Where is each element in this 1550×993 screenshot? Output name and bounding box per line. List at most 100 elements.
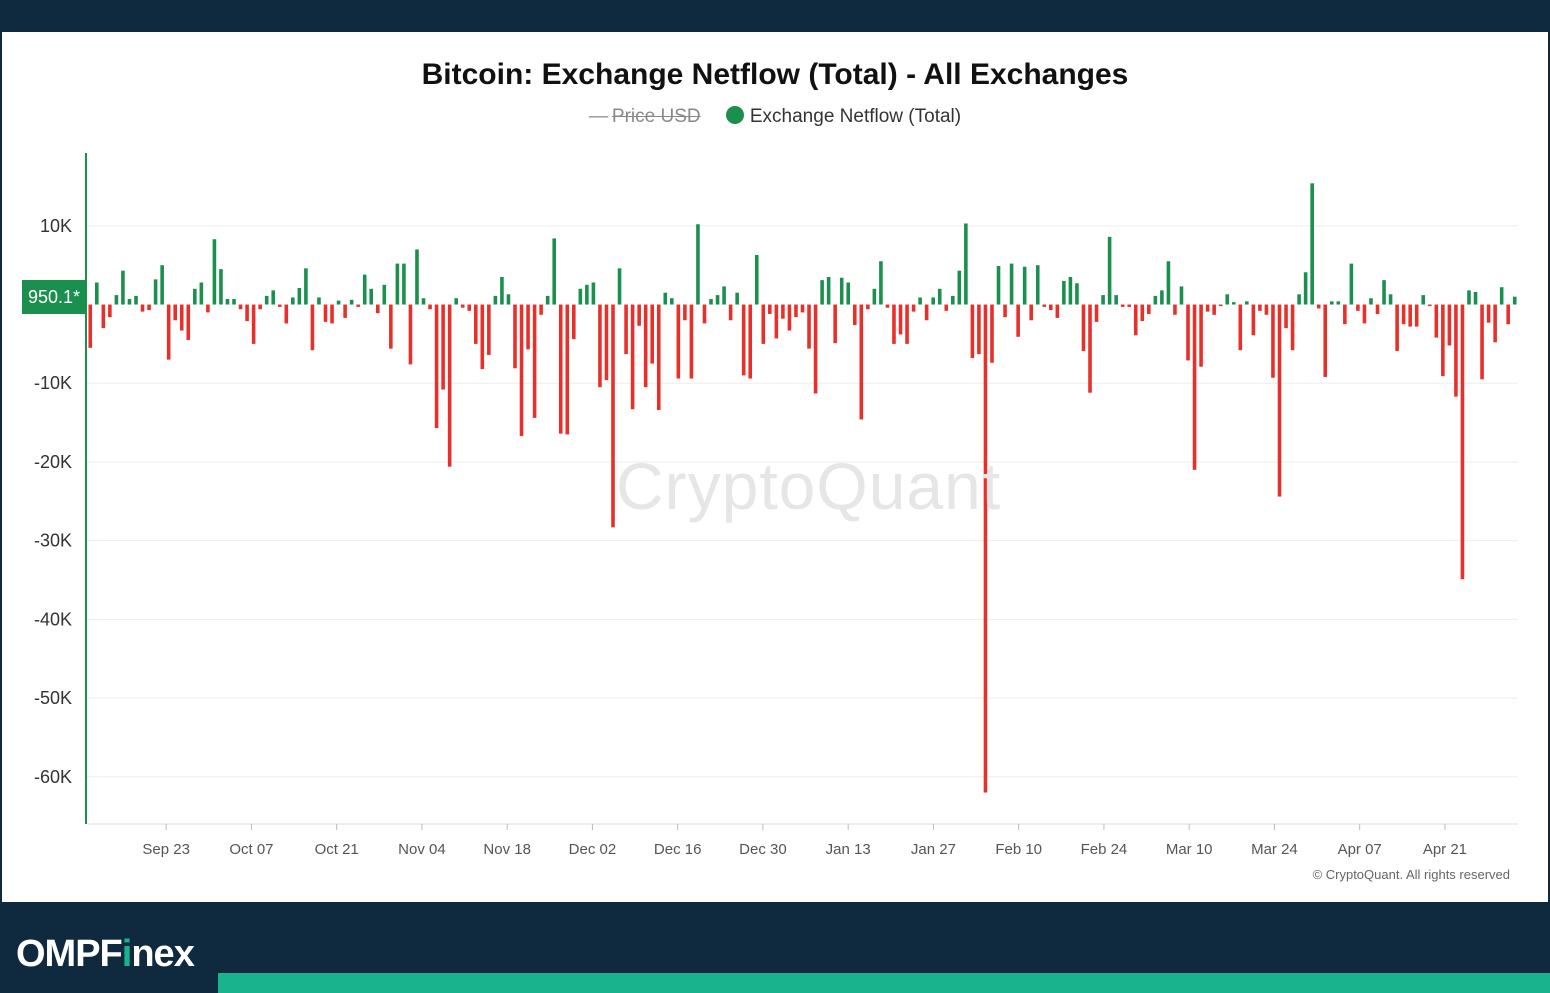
- bar-positive: [395, 263, 400, 305]
- bar-positive: [591, 282, 596, 305]
- bar-positive: [950, 295, 955, 305]
- bar-negative: [1356, 304, 1360, 311]
- bar-negative: [460, 304, 465, 308]
- legend-item-netflow[interactable]: Exchange Netflow (Total): [725, 106, 961, 128]
- bar-negative: [676, 304, 681, 379]
- bar-negative: [1251, 304, 1256, 336]
- bar-negative: [1264, 304, 1269, 315]
- bar-positive: [937, 288, 942, 305]
- bar-negative: [924, 304, 929, 321]
- bar-negative: [656, 304, 661, 411]
- bar-negative: [389, 304, 393, 349]
- bar-positive: [1297, 294, 1301, 305]
- bar-positive: [1467, 290, 1471, 305]
- bar-negative: [813, 304, 818, 394]
- bar-positive: [199, 282, 204, 305]
- bar-positive: [232, 299, 236, 305]
- bar-negative: [970, 304, 975, 359]
- copyright-text: © CryptoQuant. All rights reserved: [1312, 867, 1510, 882]
- brand-accent-letter: i: [121, 933, 133, 975]
- bar-negative: [983, 304, 988, 793]
- bar-negative: [1042, 304, 1047, 307]
- bar-positive: [1499, 287, 1504, 305]
- bar-negative: [833, 304, 837, 344]
- bar-positive: [715, 295, 720, 305]
- bar-positive: [839, 277, 844, 305]
- bar-negative: [905, 304, 909, 344]
- bar-negative: [1362, 304, 1367, 324]
- bar-positive: [1329, 301, 1334, 305]
- x-tick-label: Apr 07: [1338, 841, 1382, 858]
- chart-title: Bitcoin: Exchange Netflow (Total) - All …: [421, 58, 1129, 91]
- bar-negative: [787, 304, 792, 331]
- x-tick-label: Dec 16: [654, 841, 702, 858]
- y-tick-label: -30K: [34, 531, 72, 551]
- brand-logo: OMPFinex: [16, 933, 195, 976]
- x-tick-label: Mar 24: [1251, 841, 1298, 858]
- bar-positive: [454, 298, 458, 305]
- bar-negative: [330, 304, 334, 324]
- bar-negative: [604, 304, 609, 381]
- brand-prefix: OMPF: [16, 933, 123, 975]
- bar-positive: [670, 298, 674, 305]
- bar-positive: [212, 239, 217, 305]
- y-tick-label: -40K: [34, 609, 72, 629]
- bar-negative: [1029, 304, 1033, 321]
- bar-negative: [206, 304, 210, 313]
- bar-negative: [487, 304, 491, 355]
- bar-negative: [473, 304, 478, 344]
- bar-negative: [800, 304, 805, 313]
- dot-swatch-icon: [725, 106, 744, 124]
- bar-negative: [1277, 304, 1282, 497]
- bar-negative: [1173, 304, 1177, 315]
- bar-negative: [1460, 304, 1465, 580]
- bar-negative: [1284, 304, 1288, 329]
- bar-negative: [1192, 304, 1197, 470]
- bar-negative: [186, 304, 191, 340]
- bar-positive: [1382, 280, 1386, 305]
- bar-positive: [552, 238, 556, 305]
- bar-negative: [565, 304, 570, 435]
- bar-positive: [617, 268, 622, 305]
- bar-negative: [990, 304, 994, 363]
- bar-negative: [1414, 304, 1419, 327]
- bar-negative: [467, 304, 472, 311]
- x-tick-label: Nov 04: [398, 841, 446, 858]
- bar-negative: [683, 304, 687, 321]
- bar-negative: [643, 304, 648, 388]
- x-tick-label: Oct 21: [315, 841, 359, 858]
- bar-positive: [225, 299, 230, 305]
- bar-negative: [1493, 304, 1497, 343]
- bar-negative: [513, 304, 517, 369]
- bar-negative: [277, 304, 282, 307]
- legend-item-price[interactable]: — Price USD: [589, 106, 701, 128]
- bar-positive: [317, 297, 321, 305]
- y-axis-ticks: 10K -10K -20K -30K -40K -50K -60K: [34, 216, 72, 787]
- bar-negative: [977, 304, 981, 355]
- bar-positive: [735, 292, 739, 305]
- x-tick-label: Dec 30: [739, 841, 787, 858]
- bar-positive: [918, 297, 922, 305]
- bar-positive: [1473, 291, 1478, 305]
- bar-positive: [421, 298, 426, 305]
- bar-negative: [741, 304, 746, 376]
- bar-negative: [408, 304, 413, 365]
- x-tick-label: Nov 18: [483, 841, 531, 858]
- y-tick-label: -20K: [34, 452, 72, 472]
- bar-negative: [108, 304, 112, 318]
- x-tick-label: Feb 24: [1081, 841, 1128, 858]
- x-axis-ticks: Sep 23 Oct 07 Oct 21 Nov 04 Nov 18 Dec 02 Dec …: [142, 824, 1467, 858]
- bar-positive: [1179, 286, 1184, 305]
- bar-positive: [1062, 280, 1066, 305]
- bars: [88, 183, 1517, 793]
- bar-positive: [134, 295, 138, 305]
- bar-negative: [1212, 304, 1216, 315]
- bar-negative: [1218, 304, 1223, 307]
- bar-negative: [101, 304, 106, 329]
- bar-positive: [964, 223, 968, 305]
- bar-negative: [630, 304, 635, 410]
- bar-positive: [402, 263, 406, 305]
- bar-positive: [996, 265, 1001, 305]
- bar-positive: [931, 297, 935, 305]
- bar-negative: [650, 304, 655, 364]
